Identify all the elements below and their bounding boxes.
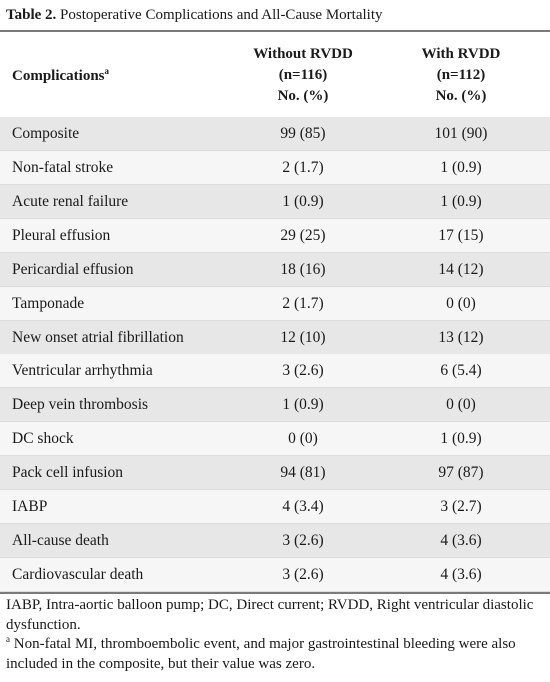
- row-with-rvdd: 1 (0.9): [440, 430, 482, 448]
- row-with-rvdd: 101 (90): [434, 125, 488, 142]
- row-without-rvdd: 3 (2.6): [282, 362, 324, 380]
- table-title: Postoperative Complications and All-Caus…: [56, 7, 383, 23]
- row-without-rvdd: 18 (16): [280, 260, 326, 278]
- row-without-rvdd: 1 (0.9): [282, 192, 324, 210]
- row-label: Composite: [12, 125, 80, 142]
- table-body: Composite 99 (85) 101 (90) Non-fatal stroke…: [0, 117, 550, 592]
- row-label: Non-fatal stroke: [12, 158, 114, 176]
- row-label: Pericardial effusion: [12, 260, 134, 278]
- row-label: DC shock: [12, 430, 74, 448]
- header-complications: Complicationsa: [12, 66, 110, 85]
- row-without-rvdd: 94 (81): [280, 464, 326, 482]
- row-without-rvdd: 2 (1.7): [282, 294, 324, 312]
- row-label: Pack cell infusion: [12, 464, 124, 482]
- top-rule: [0, 30, 550, 32]
- row-with-rvdd: 0 (0): [446, 294, 476, 312]
- table-row: Cardiovascular death 3 (2.6) 4 (3.6): [0, 557, 550, 591]
- table-row: Tamponade 2 (1.7) 0 (0): [0, 286, 550, 320]
- table-row: Pack cell infusion 94 (81) 97 (87): [0, 456, 550, 490]
- header-complications-label: Complications: [12, 68, 105, 84]
- table-row: DC shock 0 (0) 1 (0.9): [0, 422, 550, 456]
- row-with-rvdd: 3 (2.7): [440, 498, 482, 516]
- row-without-rvdd: 12 (10): [280, 328, 326, 346]
- abbreviations-note: IABP, Intra-aortic balloon pump; DC, Dir…: [6, 597, 534, 633]
- header-with-rvdd: With RVDD (n=112) No. (%): [396, 44, 526, 107]
- table-row: All-cause death 3 (2.6) 4 (3.6): [0, 524, 550, 558]
- row-with-rvdd: 14 (12): [438, 260, 484, 278]
- row-with-rvdd: 1 (0.9): [440, 192, 482, 210]
- row-without-rvdd: 1 (0.9): [282, 396, 324, 414]
- row-label: Acute renal failure: [12, 192, 129, 210]
- row-with-rvdd: 4 (3.6): [440, 565, 482, 583]
- table-row: Ventricular arrhythmia 3 (2.6) 6 (5.4): [0, 354, 550, 388]
- header-with-rvdd-unit: No. (%): [435, 88, 487, 104]
- table-row: Non-fatal stroke 2 (1.7) 1 (0.9): [0, 150, 550, 184]
- row-with-rvdd: 6 (5.4): [440, 362, 482, 380]
- table-label: Table 2.: [6, 7, 57, 23]
- row-without-rvdd: 3 (2.6): [282, 565, 324, 583]
- table-row: Deep vein thrombosis 1 (0.9) 0 (0): [0, 388, 550, 422]
- table-row: Pleural effusion 29 (25) 17 (15): [0, 218, 550, 252]
- table-row: Composite 99 (85) 101 (90): [0, 117, 550, 150]
- table-row: IABP 4 (3.4) 3 (2.7): [0, 490, 550, 524]
- row-label: Cardiovascular death: [12, 565, 144, 583]
- header-without-rvdd-title: Without RVDD: [253, 46, 353, 62]
- row-label: Deep vein thrombosis: [12, 396, 149, 414]
- row-label: All-cause death: [12, 532, 109, 550]
- table-header: Complicationsa Without RVDD (n=116) No. …: [0, 32, 550, 114]
- composite-note-text: Non-fatal MI, thromboembolic event, and …: [6, 636, 516, 672]
- header-without-rvdd-n: (n=116): [278, 67, 328, 83]
- row-label: Pleural effusion: [12, 226, 111, 244]
- row-with-rvdd: 0 (0): [446, 396, 476, 414]
- header-without-rvdd-unit: No. (%): [277, 88, 329, 104]
- row-label: IABP: [12, 498, 48, 516]
- row-without-rvdd: 2 (1.7): [282, 158, 324, 176]
- row-label: Ventricular arrhythmia: [12, 362, 153, 380]
- table-row: Acute renal failure 1 (0.9) 1 (0.9): [0, 184, 550, 218]
- composite-note-mark: a: [6, 634, 10, 644]
- row-label: Tamponade: [12, 294, 85, 312]
- table-caption: Table 2. Postoperative Complications and…: [6, 5, 383, 25]
- row-with-rvdd: 1 (0.9): [440, 158, 482, 176]
- row-without-rvdd: 99 (85): [280, 125, 326, 142]
- bottom-rule: [0, 592, 550, 594]
- row-without-rvdd: 29 (25): [280, 226, 326, 244]
- row-with-rvdd: 4 (3.6): [440, 532, 482, 550]
- composite-note: a Non-fatal MI, thromboembolic event, an…: [6, 635, 548, 674]
- row-without-rvdd: 0 (0): [288, 430, 318, 448]
- row-without-rvdd: 4 (3.4): [282, 498, 324, 516]
- table-row: New onset atrial fibrillation 12 (10) 13 (…: [0, 320, 550, 354]
- header-with-rvdd-n: (n=112): [436, 67, 486, 83]
- header-with-rvdd-title: With RVDD: [421, 46, 501, 62]
- header-without-rvdd: Without RVDD (n=116) No. (%): [238, 44, 368, 107]
- table-footnotes: IABP, Intra-aortic balloon pump; DC, Dir…: [6, 596, 548, 674]
- row-with-rvdd: 97 (87): [438, 464, 484, 482]
- row-with-rvdd: 17 (15): [438, 226, 484, 244]
- row-without-rvdd: 3 (2.6): [282, 532, 324, 550]
- row-with-rvdd: 13 (12): [438, 328, 484, 346]
- row-label: New onset atrial fibrillation: [12, 328, 184, 346]
- table-row: Pericardial effusion 18 (16) 14 (12): [0, 252, 550, 286]
- header-footnote-mark: a: [104, 66, 110, 76]
